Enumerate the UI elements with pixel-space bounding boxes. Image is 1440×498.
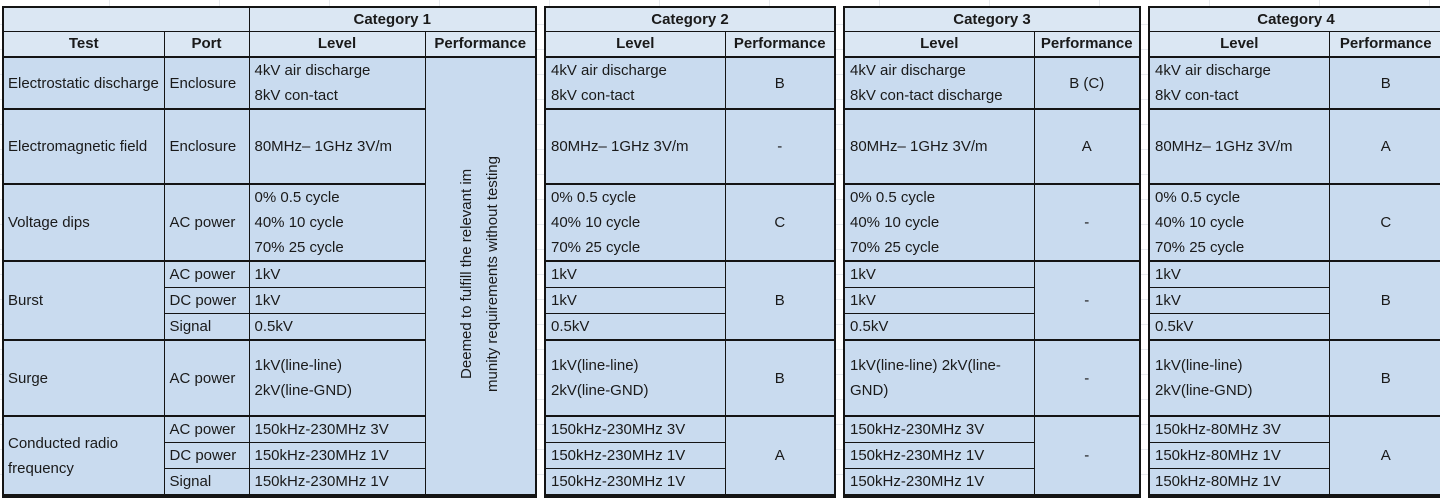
port-burst-signal: Signal [163,313,250,341]
level-dips-cat3: 0% 0.5 cycle 40% 10 cycle 70% 25 cycle [843,183,1035,262]
category-2-header: Category 2 [544,6,836,32]
test-name-surge: Surge [2,339,165,417]
level-crf-dc-cat3: 150kHz-230MHz 1V [843,442,1035,469]
level-emf-cat3: 80MHz– 1GHz 3V/m [843,108,1035,185]
level-surge-cat1: 1kV(line-line) 2kV(line-GND) [248,339,426,417]
level-crf-ac-cat1: 150kHz-230MHz 3V [248,415,426,443]
cat1-performance-note: Deemed to fulfill the relevant im munity… [458,156,502,392]
level-column-header-cat3: Level [843,30,1035,58]
perf-esd-cat2: B [724,56,836,110]
level-burst-dc-cat4: 1kV [1148,287,1330,314]
level-surge-cat2: 1kV(line-line) 2kV(line-GND) [544,339,726,417]
level-burst-signal-cat4: 0.5kV [1148,313,1330,341]
level-esd-cat3: 4kV air discharge 8kV con-tact discharge [843,56,1035,110]
level-burst-ac-cat2: 1kV [544,260,726,288]
category-1-header: Category 1 [248,6,537,32]
level-burst-dc-cat3: 1kV [843,287,1035,314]
category-3-header: Category 3 [843,6,1141,32]
port-crf-ac: AC power [163,415,250,443]
perf-dips-cat2: C [724,183,836,262]
level-crf-signal-cat1: 150kHz-230MHz 1V [248,468,426,497]
level-crf-signal-cat2: 150kHz-230MHz 1V [544,468,726,497]
perf-burst-cat4: B [1328,260,1440,341]
level-burst-ac-cat1: 1kV [248,260,426,288]
perf-surge-cat3: - [1033,339,1141,417]
port-burst-dc: DC power [163,287,250,314]
port-surge: AC power [163,339,250,417]
level-emf-cat1: 80MHz– 1GHz 3V/m [248,108,426,185]
performance-column-header-cat4: Performance [1328,30,1440,58]
emc-immunity-table: Category 1 Test Port Level Performance E… [2,6,1440,498]
performance-column-header-cat2: Performance [724,30,836,58]
level-emf-cat2: 80MHz– 1GHz 3V/m [544,108,726,185]
table-section-category-3: Category 3 Level Performance 4kV air dis… [843,6,1141,498]
level-esd-cat2: 4kV air discharge 8kV con-tact [544,56,726,110]
perf-esd-cat4: B [1328,56,1440,110]
level-crf-dc-cat4: 150kHz-80MHz 1V [1148,442,1330,469]
level-surge-cat4: 1kV(line-line) 2kV(line-GND) [1148,339,1330,417]
perf-crf-cat4: A [1328,415,1440,497]
level-burst-ac-cat4: 1kV [1148,260,1330,288]
level-burst-signal-cat3: 0.5kV [843,313,1035,341]
perf-crf-cat2: A [724,415,836,497]
port-crf-dc: DC power [163,442,250,469]
level-dips-cat2: 0% 0.5 cycle 40% 10 cycle 70% 25 cycle [544,183,726,262]
test-name-emf: Electromagnetic field [2,108,165,185]
level-column-header-cat4: Level [1148,30,1330,58]
performance-column-header-cat1: Performance [424,30,537,58]
level-esd-cat4: 4kV air discharge 8kV con-tact [1148,56,1330,110]
table-section-category-4: Category 4 Level Performance 4kV air dis… [1148,6,1440,498]
port-burst-ac: AC power [163,260,250,288]
port-dips: AC power [163,183,250,262]
level-esd-cat1: 4kV air discharge 8kV con-tact [248,56,426,110]
port-emf: Enclosure [163,108,250,185]
test-column-header: Test [2,30,165,58]
level-dips-cat1: 0% 0.5 cycle 40% 10 cycle 70% 25 cycle [248,183,426,262]
level-crf-ac-cat3: 150kHz-230MHz 3V [843,415,1035,443]
level-column-header-cat1: Level [248,30,426,58]
level-column-header-cat2: Level [544,30,726,58]
perf-emf-cat2: - [724,108,836,185]
test-name-burst: Burst [2,260,165,341]
category-4-header: Category 4 [1148,6,1440,32]
test-name-dips: Voltage dips [2,183,165,262]
performance-column-header-cat3: Performance [1033,30,1141,58]
level-crf-ac-cat4: 150kHz-80MHz 3V [1148,415,1330,443]
level-crf-signal-cat3: 150kHz-230MHz 1V [843,468,1035,497]
level-crf-ac-cat2: 150kHz-230MHz 3V [544,415,726,443]
level-burst-signal-cat1: 0.5kV [248,313,426,341]
port-column-header: Port [163,30,250,58]
level-dips-cat4: 0% 0.5 cycle 40% 10 cycle 70% 25 cycle [1148,183,1330,262]
perf-dips-cat3: - [1033,183,1141,262]
perf-emf-cat4: A [1328,108,1440,185]
port-esd: Enclosure [163,56,250,110]
level-crf-dc-cat2: 150kHz-230MHz 1V [544,442,726,469]
level-burst-dc-cat2: 1kV [544,287,726,314]
level-burst-dc-cat1: 1kV [248,287,426,314]
cat1-performance-note-cell: Deemed to fulfill the relevant im munity… [424,56,537,497]
level-emf-cat4: 80MHz– 1GHz 3V/m [1148,108,1330,185]
level-burst-ac-cat3: 1kV [843,260,1035,288]
port-crf-signal: Signal [163,468,250,497]
perf-burst-cat3: - [1033,260,1141,341]
table-section-category-1: Category 1 Test Port Level Performance E… [2,6,537,498]
level-burst-signal-cat2: 0.5kV [544,313,726,341]
test-name-crf: Conducted radio frequency [2,415,165,497]
perf-burst-cat2: B [724,260,836,341]
perf-surge-cat4: B [1328,339,1440,417]
perf-dips-cat4: C [1328,183,1440,262]
perf-crf-cat3: - [1033,415,1141,497]
level-crf-signal-cat4: 150kHz-80MHz 1V [1148,468,1330,497]
level-surge-cat3: 1kV(line-line) 2kV(line-GND) [843,339,1035,417]
perf-esd-cat3: B (C) [1033,56,1141,110]
level-crf-dc-cat1: 150kHz-230MHz 1V [248,442,426,469]
test-name-esd: Electrostatic discharge [2,56,165,110]
perf-emf-cat3: A [1033,108,1141,185]
corner-blank-cell [2,6,250,32]
table-section-category-2: Category 2 Level Performance 4kV air dis… [544,6,836,498]
perf-surge-cat2: B [724,339,836,417]
